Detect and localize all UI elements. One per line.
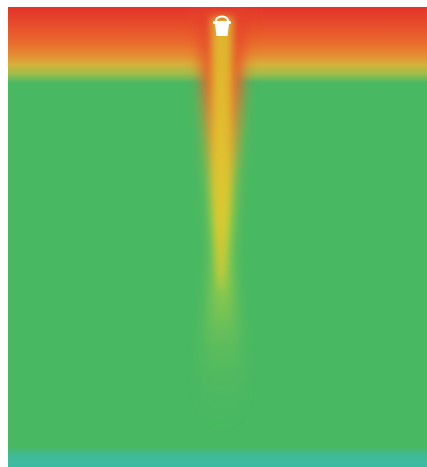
plume-core <box>211 17 233 292</box>
bucket-icon[interactable] <box>210 12 234 40</box>
heatmap-canvas <box>8 7 427 467</box>
